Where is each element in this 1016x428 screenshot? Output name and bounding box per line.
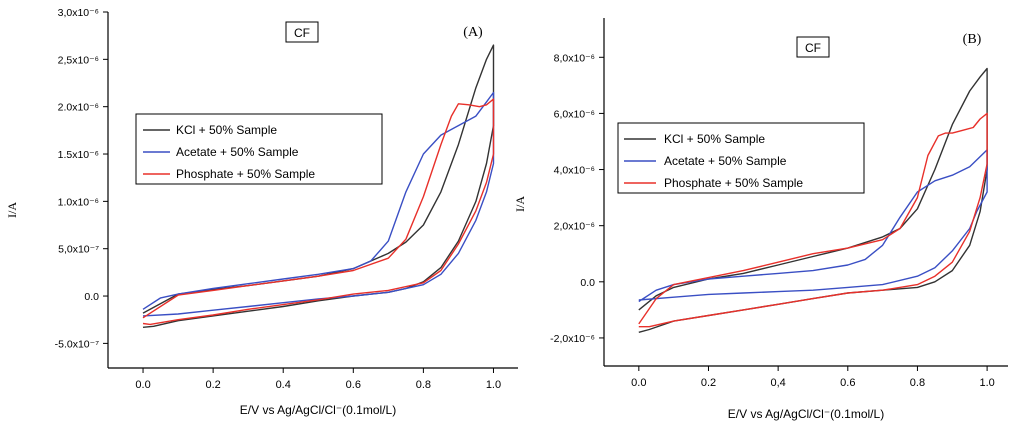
legend-label-a-0: KCl + 50% Sample xyxy=(176,123,277,137)
y-tick-label: 0.0 xyxy=(84,291,99,303)
x-axis-label-b: E/V vs Ag/AgCl/Cl⁻(0.1mol/L) xyxy=(728,407,884,421)
x-ticks-b: 0.0 0.2 0,4 0.6 0.8 1.0 xyxy=(631,366,995,389)
x-tick-label: 0.6 xyxy=(840,377,855,389)
series-line-a-1 xyxy=(142,91,495,317)
legend-label-a-2: Phosphate + 50% Sample xyxy=(176,167,315,181)
series-line-b-0 xyxy=(638,67,988,333)
legend-label-b-2: Phosphate + 50% Sample xyxy=(664,176,803,190)
y-tick-label: 4,0x10⁻⁶ xyxy=(554,165,595,177)
series-group-b xyxy=(638,67,988,333)
series-line-b-1 xyxy=(638,149,988,303)
y-tick-label: 0.0 xyxy=(580,277,595,289)
y-ticks-b: -2,0x10⁻⁶ 0.0 2,0x10⁻⁶ 4,0x10⁻⁶ 6,0x10⁻⁶ 8,0x… xyxy=(550,52,604,345)
y-tick-label: 2,0x10⁻⁶ xyxy=(554,221,595,233)
series-group-a xyxy=(142,44,495,328)
legend-box-b xyxy=(617,122,865,194)
y-axis-label-a: I/A xyxy=(5,202,19,218)
cf-tag-b: CF xyxy=(805,41,821,55)
legend-box-a xyxy=(135,113,383,185)
x-tick-label: 0.8 xyxy=(910,377,925,389)
x-tick-label: 1.0 xyxy=(486,379,501,391)
x-axis-label-a: E/V vs Ag/AgCl/Cl⁻(0.1mol/L) xyxy=(240,403,396,417)
x-tick-label: 0.0 xyxy=(135,379,150,391)
panel-label-a: (A) xyxy=(463,25,483,40)
panel-label-b: (B) xyxy=(963,32,982,47)
legend-b: KCl + 50% Sample Acetate + 50% Sample Ph… xyxy=(617,122,865,194)
x-tick-label: 0,4 xyxy=(770,377,785,389)
series-line-a-0 xyxy=(142,44,495,328)
series-line-b-2 xyxy=(638,112,988,328)
chart-panel-b: -2,0x10⁻⁶ 0.0 2,0x10⁻⁶ 4,0x10⁻⁶ 6,0x10⁻⁶ 8,0x… xyxy=(513,18,1008,421)
series-line-a-2 xyxy=(142,98,495,326)
y-tick-label: 2.0x10⁻⁶ xyxy=(58,102,99,114)
legend-label-a-1: Acetate + 50% Sample xyxy=(176,145,299,159)
x-tick-label: 0.6 xyxy=(346,379,361,391)
x-tick-label: 0.8 xyxy=(416,379,431,391)
legend-a: KCl + 50% Sample Acetate + 50% Sample Ph… xyxy=(135,113,383,185)
y-tick-label: 6,0x10⁻⁶ xyxy=(554,108,595,120)
y-tick-label: -5.0x10⁻⁷ xyxy=(55,338,100,350)
y-tick-label: 2,5x10⁻⁶ xyxy=(58,54,99,66)
y-tick-label: 1.5x10⁻⁶ xyxy=(58,149,99,161)
legend-label-b-0: KCl + 50% Sample xyxy=(664,132,765,146)
x-tick-label: 0.4 xyxy=(276,379,291,391)
y-tick-label: 1.0x10⁻⁶ xyxy=(58,196,99,208)
y-tick-label: 8,0x10⁻⁶ xyxy=(554,52,595,64)
x-tick-label: 0.2 xyxy=(205,379,220,391)
y-axis-label-b: I/A xyxy=(513,196,527,212)
y-tick-label: 5,0x10⁻⁷ xyxy=(58,244,99,256)
x-tick-label: 0.2 xyxy=(701,377,716,389)
x-tick-label: 0.0 xyxy=(631,377,646,389)
cf-tag-box-a xyxy=(285,21,319,43)
y-ticks-a: -5.0x10⁻⁷ 0.0 5,0x10⁻⁷ 1.0x10⁻⁶ 1.5x10⁻⁶ 2.0x… xyxy=(55,7,108,350)
x-tick-label: 1.0 xyxy=(979,377,994,389)
y-tick-label: -2,0x10⁻⁶ xyxy=(550,333,595,345)
chart-panel-a: -5.0x10⁻⁷ 0.0 5,0x10⁻⁷ 1.0x10⁻⁶ 1.5x10⁻⁶ 2.0x… xyxy=(5,7,518,417)
cf-tag-a: CF xyxy=(294,26,310,40)
y-tick-label: 3,0x10⁻⁶ xyxy=(58,7,99,19)
cf-tag-box-b xyxy=(796,36,830,58)
x-ticks-a: 0.0 0.2 0.4 0.6 0.8 1.0 xyxy=(135,368,501,391)
legend-label-b-1: Acetate + 50% Sample xyxy=(664,154,787,168)
